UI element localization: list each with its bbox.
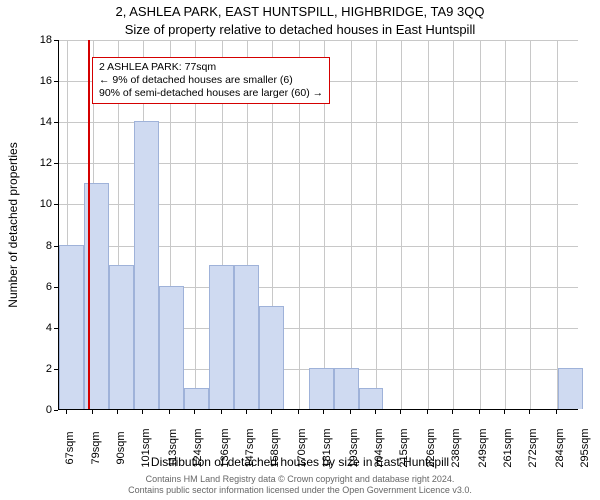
y-tick-mark — [54, 410, 58, 411]
y-tick-label: 4 — [12, 322, 52, 334]
plot-area: 2 ASHLEA PARK: 77sqm← 9% of detached hou… — [58, 40, 578, 410]
x-tick-mark — [298, 410, 299, 414]
x-tick-mark — [556, 410, 557, 414]
x-tick-label: 136sqm — [219, 428, 231, 467]
chart-title-line2: Size of property relative to detached ho… — [0, 22, 600, 37]
y-tick-label: 12 — [12, 157, 52, 169]
y-tick-label: 2 — [12, 363, 52, 375]
histogram-bar — [334, 368, 359, 409]
histogram-bar — [359, 388, 384, 409]
x-tick-mark — [400, 410, 401, 414]
x-tick-mark — [479, 410, 480, 414]
gridline-v — [453, 40, 454, 409]
x-tick-mark — [271, 410, 272, 414]
y-tick-label: 16 — [12, 75, 52, 87]
x-tick-label: 261sqm — [502, 428, 514, 467]
y-tick-mark — [54, 328, 58, 329]
x-tick-label: 113sqm — [167, 429, 179, 467]
chart-footer: Contains HM Land Registry data © Crown c… — [0, 474, 600, 496]
histogram-bar — [109, 265, 134, 409]
annotation-line: ← 9% of detached houses are smaller (6) — [99, 74, 323, 87]
x-tick-mark — [323, 410, 324, 414]
y-tick-mark — [54, 246, 58, 247]
x-tick-label: 193sqm — [348, 428, 360, 467]
annotation-box: 2 ASHLEA PARK: 77sqm← 9% of detached hou… — [92, 57, 330, 104]
x-tick-label: 181sqm — [321, 428, 333, 467]
annotation-line: 90% of semi-detached houses are larger (… — [99, 87, 323, 100]
x-tick-mark — [92, 410, 93, 414]
y-tick-label: 0 — [12, 404, 52, 416]
y-tick-label: 6 — [12, 281, 52, 293]
x-tick-label: 249sqm — [477, 428, 489, 467]
footer-line1: Contains HM Land Registry data © Crown c… — [0, 474, 600, 485]
x-tick-mark — [194, 410, 195, 414]
x-tick-mark — [66, 410, 67, 414]
histogram-bar — [234, 265, 259, 409]
x-tick-label: 101sqm — [140, 428, 152, 467]
x-tick-label: 215sqm — [398, 428, 410, 467]
gridline-v — [505, 40, 506, 409]
x-tick-mark — [246, 410, 247, 414]
gridline-v — [351, 40, 352, 409]
gridline-v — [376, 40, 377, 409]
x-tick-label: 295sqm — [579, 428, 591, 467]
x-tick-mark — [350, 410, 351, 414]
chart-container: 2, ASHLEA PARK, EAST HUNTSPILL, HIGHBRID… — [0, 0, 600, 500]
y-tick-label: 10 — [12, 198, 52, 210]
x-tick-mark — [169, 410, 170, 414]
x-tick-mark — [427, 410, 428, 414]
y-tick-mark — [54, 369, 58, 370]
x-tick-label: 67sqm — [64, 431, 76, 464]
x-tick-mark — [452, 410, 453, 414]
x-tick-label: 158sqm — [269, 428, 281, 467]
reference-line — [88, 40, 90, 409]
histogram-bar — [134, 121, 159, 409]
gridline-v — [530, 40, 531, 409]
y-tick-mark — [54, 81, 58, 82]
gridline-v — [557, 40, 558, 409]
y-tick-mark — [54, 204, 58, 205]
chart-title-line1: 2, ASHLEA PARK, EAST HUNTSPILL, HIGHBRID… — [0, 4, 600, 19]
x-tick-label: 90sqm — [115, 431, 127, 464]
y-tick-mark — [54, 122, 58, 123]
x-tick-label: 204sqm — [373, 428, 385, 467]
x-tick-mark — [375, 410, 376, 414]
x-tick-label: 226sqm — [425, 428, 437, 467]
x-tick-mark — [529, 410, 530, 414]
y-tick-mark — [54, 287, 58, 288]
gridline-v — [480, 40, 481, 409]
annotation-line: 2 ASHLEA PARK: 77sqm — [99, 61, 323, 74]
x-tick-label: 272sqm — [527, 428, 539, 467]
x-tick-label: 147sqm — [244, 428, 256, 467]
x-tick-label: 124sqm — [192, 428, 204, 467]
y-tick-mark — [54, 40, 58, 41]
histogram-bar — [209, 265, 234, 409]
gridline-v — [428, 40, 429, 409]
x-tick-label: 284sqm — [554, 428, 566, 467]
histogram-bar — [59, 245, 84, 409]
gridline-h — [59, 40, 578, 41]
x-tick-mark — [221, 410, 222, 414]
x-tick-label: 238sqm — [450, 428, 462, 467]
histogram-bar — [159, 286, 184, 409]
x-tick-mark — [504, 410, 505, 414]
x-tick-label: 79sqm — [90, 431, 102, 464]
y-tick-mark — [54, 163, 58, 164]
y-tick-label: 8 — [12, 240, 52, 252]
y-tick-label: 18 — [12, 34, 52, 46]
x-tick-mark — [117, 410, 118, 414]
histogram-bar — [558, 368, 583, 409]
x-tick-label: 170sqm — [296, 428, 308, 467]
x-tick-mark — [142, 410, 143, 414]
gridline-v — [401, 40, 402, 409]
histogram-bar — [309, 368, 334, 409]
footer-line2: Contains public sector information licen… — [0, 485, 600, 496]
histogram-bar — [259, 306, 284, 409]
y-tick-label: 14 — [12, 116, 52, 128]
histogram-bar — [184, 388, 209, 409]
